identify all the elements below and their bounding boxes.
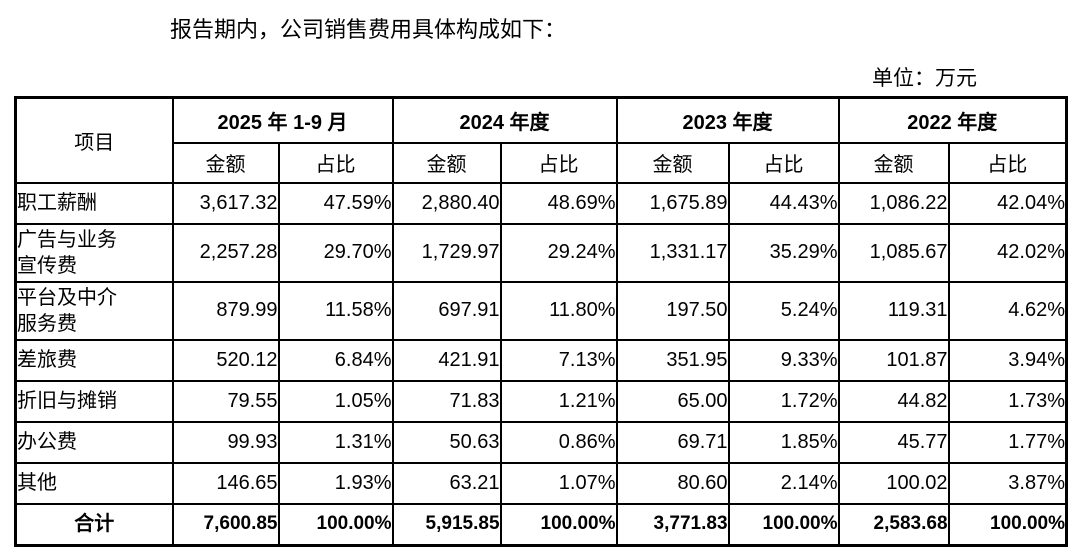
- ratio-cell: 44.43%: [727, 181, 840, 225]
- amount-cell: 119.31: [837, 280, 950, 341]
- ratio-cell: 3.87%: [947, 461, 1068, 505]
- amount-cell: 71.83: [391, 379, 502, 423]
- amount-cell: 146.65: [171, 461, 280, 505]
- amount-cell: 879.99: [171, 280, 280, 341]
- ratio-cell: 1.77%: [947, 420, 1068, 464]
- amount-cell: 1,331.17: [615, 222, 730, 283]
- item-name-cell: 差旅费: [14, 338, 174, 382]
- total-label-cell: 合计: [14, 502, 174, 547]
- item-name-cell: 其他: [14, 461, 174, 505]
- table-row: 办公费 99.93 1.31% 50.63 0.86% 69.71 1.85% 45.77 1.…: [14, 420, 1068, 464]
- sales-expense-table: 项目 2025 年 1-9 月 2024 年度 2023 年度 2022 年度 …: [14, 96, 1069, 547]
- amount-cell: 3,617.32: [171, 181, 280, 225]
- ratio-cell: 100.00%: [727, 502, 840, 547]
- amount-cell: 1,675.89: [615, 181, 730, 225]
- ratio-cell: 2.14%: [727, 461, 840, 505]
- ratio-cell: 1.21%: [499, 379, 618, 423]
- unit-label: 单位：万元: [872, 66, 977, 90]
- table-row: 折旧与摊销 79.55 1.05% 71.83 1.21% 65.00 1.72% 44.82…: [14, 379, 1068, 423]
- amount-cell: 80.60: [615, 461, 730, 505]
- ratio-cell: 1.72%: [727, 379, 840, 423]
- ratio-cell: 11.80%: [499, 280, 618, 341]
- ratio-cell: 1.85%: [727, 420, 840, 464]
- period-header-2023: 2023 年度: [615, 96, 840, 144]
- intro-paragraph: 报告期内，公司销售费用具体构成如下：: [170, 17, 567, 42]
- amount-cell: 1,085.67: [837, 222, 950, 283]
- item-name-cell: 广告与业务 宣传费: [14, 222, 174, 283]
- amount-cell: 2,583.68: [837, 502, 950, 547]
- amount-column-header: 金额: [615, 141, 730, 184]
- item-column-header: 项目: [14, 96, 174, 184]
- ratio-cell: 3.94%: [947, 338, 1068, 382]
- ratio-column-header: 占比: [277, 141, 394, 184]
- ratio-cell: 1.73%: [947, 379, 1068, 423]
- item-name-cell: 折旧与摊销: [14, 379, 174, 423]
- amount-cell: 45.77: [837, 420, 950, 464]
- amount-cell: 50.63: [391, 420, 502, 464]
- ratio-cell: 1.07%: [499, 461, 618, 505]
- ratio-cell: 100.00%: [499, 502, 618, 547]
- table-row: 广告与业务 宣传费 2,257.28 29.70% 1,729.97 29.24% 1,3…: [14, 222, 1068, 283]
- amount-cell: 3,771.83: [615, 502, 730, 547]
- ratio-cell: 47.59%: [277, 181, 394, 225]
- item-name-cell: 职工薪酬: [14, 181, 174, 225]
- amount-cell: 2,257.28: [171, 222, 280, 283]
- amount-cell: 99.93: [171, 420, 280, 464]
- amount-cell: 65.00: [615, 379, 730, 423]
- ratio-cell: 1.05%: [277, 379, 394, 423]
- ratio-cell: 1.31%: [277, 420, 394, 464]
- ratio-column-header: 占比: [727, 141, 840, 184]
- amount-cell: 520.12: [171, 338, 280, 382]
- ratio-cell: 5.24%: [727, 280, 840, 341]
- ratio-cell: 48.69%: [499, 181, 618, 225]
- ratio-column-header: 占比: [947, 141, 1068, 184]
- amount-cell: 697.91: [391, 280, 502, 341]
- amount-cell: 100.02: [837, 461, 950, 505]
- table-row: 差旅费 520.12 6.84% 421.91 7.13% 351.95 9.33% 101.…: [14, 338, 1068, 382]
- ratio-cell: 9.33%: [727, 338, 840, 382]
- period-header-2022: 2022 年度: [837, 96, 1068, 144]
- ratio-cell: 4.62%: [947, 280, 1068, 341]
- amount-cell: 1,729.97: [391, 222, 502, 283]
- period-header-2025: 2025 年 1-9 月: [171, 96, 394, 144]
- ratio-cell: 42.02%: [947, 222, 1068, 283]
- ratio-cell: 0.86%: [499, 420, 618, 464]
- amount-cell: 44.82: [837, 379, 950, 423]
- amount-column-header: 金额: [837, 141, 950, 184]
- amount-column-header: 金额: [391, 141, 502, 184]
- ratio-cell: 6.84%: [277, 338, 394, 382]
- ratio-cell: 100.00%: [277, 502, 394, 547]
- amount-cell: 79.55: [171, 379, 280, 423]
- item-name-cell: 平台及中介 服务费: [14, 280, 174, 341]
- amount-cell: 197.50: [615, 280, 730, 341]
- header-row-periods: 项目 2025 年 1-9 月 2024 年度 2023 年度 2022 年度: [14, 96, 1068, 184]
- amount-column-header: 金额: [171, 141, 280, 184]
- period-header-2024: 2024 年度: [391, 96, 618, 144]
- total-row: 合计 7,600.85 100.00% 5,915.85 100.00% 3,771.83…: [14, 502, 1068, 547]
- table-row: 平台及中介 服务费 879.99 11.58% 697.91 11.80% 197.50 5…: [14, 280, 1068, 341]
- table-row: 职工薪酬 3,617.32 47.59% 2,880.40 48.69% 1,675.89…: [14, 181, 1068, 225]
- amount-cell: 7,600.85: [171, 502, 280, 547]
- ratio-cell: 42.04%: [947, 181, 1068, 225]
- ratio-cell: 11.58%: [277, 280, 394, 341]
- amount-cell: 2,880.40: [391, 181, 502, 225]
- ratio-cell: 1.93%: [277, 461, 394, 505]
- amount-cell: 101.87: [837, 338, 950, 382]
- amount-cell: 5,915.85: [391, 502, 502, 547]
- ratio-cell: 100.00%: [947, 502, 1068, 547]
- amount-cell: 63.21: [391, 461, 502, 505]
- ratio-cell: 29.70%: [277, 222, 394, 283]
- amount-cell: 69.71: [615, 420, 730, 464]
- ratio-cell: 7.13%: [499, 338, 618, 382]
- amount-cell: 421.91: [391, 338, 502, 382]
- ratio-column-header: 占比: [499, 141, 618, 184]
- ratio-cell: 35.29%: [727, 222, 840, 283]
- ratio-cell: 29.24%: [499, 222, 618, 283]
- header-row-subcolumns: 金额 占比 金额 占比 金额 占比 金额 占比: [16, 141, 1068, 184]
- table-row: 其他 146.65 1.93% 63.21 1.07% 80.60 2.14% 100.02 3…: [14, 461, 1068, 505]
- amount-cell: 351.95: [615, 338, 730, 382]
- item-name-cell: 办公费: [14, 420, 174, 464]
- amount-cell: 1,086.22: [837, 181, 950, 225]
